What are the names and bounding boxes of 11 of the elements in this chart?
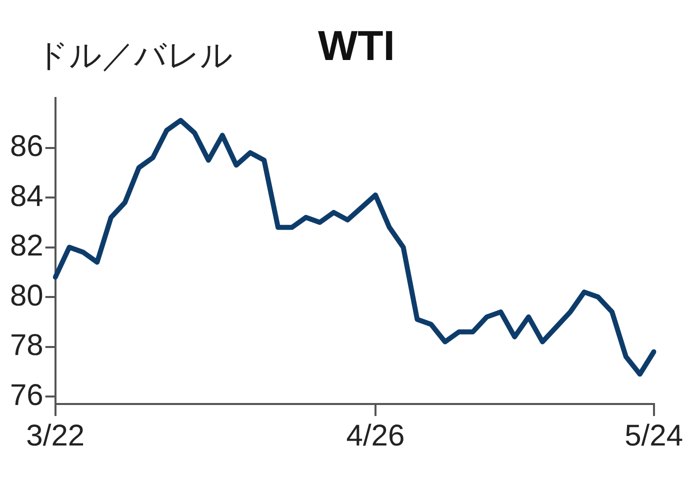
y-axis-title: ドル／バレル bbox=[36, 35, 233, 76]
y-tick-label: 80 bbox=[10, 279, 44, 312]
chart-title: WTI bbox=[318, 22, 395, 70]
y-tick-label: 76 bbox=[10, 378, 44, 412]
y-tick-label: 82 bbox=[10, 230, 44, 263]
x-tick-label: 5/24 bbox=[624, 419, 683, 452]
y-tick-label: 84 bbox=[10, 180, 44, 213]
x-tick-label: 3/22 bbox=[26, 419, 85, 452]
x-tick-label: 4/26 bbox=[346, 419, 405, 452]
y-tick-label: 78 bbox=[10, 329, 44, 362]
y-tick-label: 86 bbox=[10, 130, 44, 164]
